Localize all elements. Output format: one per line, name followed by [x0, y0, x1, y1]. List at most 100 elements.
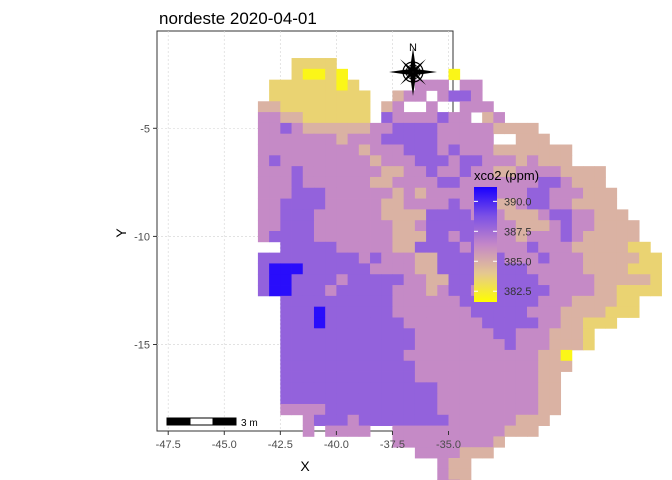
heatmap-cell [347, 285, 360, 297]
heatmap-cell [269, 155, 281, 167]
heatmap-cell [291, 263, 304, 275]
heatmap-cell [358, 101, 371, 113]
heatmap-cell [549, 349, 562, 362]
heatmap-cell [482, 371, 494, 383]
heatmap-cell [325, 349, 337, 362]
heatmap-cell [470, 360, 483, 372]
heatmap-cell [470, 382, 483, 394]
heatmap-cell [448, 403, 461, 416]
heatmap-cell [605, 241, 618, 254]
heatmap-cell [347, 144, 360, 156]
heatmap-cell [336, 360, 348, 372]
heatmap-cell [370, 198, 382, 210]
heatmap-cell [336, 295, 348, 308]
heatmap-cell [392, 274, 405, 286]
heatmap-cell [571, 328, 584, 340]
heatmap-cell [538, 382, 550, 394]
heatmap-cell [336, 90, 348, 102]
heatmap-cell [302, 155, 315, 167]
heatmap-cell [650, 263, 662, 275]
heatmap-cell [358, 403, 371, 416]
heatmap-cell [448, 241, 461, 254]
heatmap-cell [358, 144, 371, 156]
heatmap-cell [482, 403, 494, 416]
heatmap-cell [515, 328, 528, 340]
heatmap-cell [280, 252, 292, 264]
heatmap-cell [527, 274, 539, 286]
heatmap-cell [571, 231, 584, 243]
heatmap-cell [515, 285, 528, 297]
heatmap-cell [347, 382, 360, 394]
heatmap-cell [470, 339, 483, 351]
heatmap-cell [280, 339, 292, 351]
heatmap-cell [269, 220, 281, 232]
heatmap-cell [257, 220, 270, 232]
heatmap-cell [426, 295, 438, 308]
x-tick-label: -40.0 [324, 439, 349, 451]
y-axis-title: Y [113, 228, 129, 238]
heatmap-cell [269, 176, 281, 189]
heatmap-cell [302, 187, 315, 199]
heatmap-cell [426, 241, 438, 254]
heatmap-cell [437, 187, 449, 199]
heatmap-cell [538, 285, 550, 297]
heatmap-cell [437, 414, 449, 426]
heatmap-cell [403, 317, 416, 329]
heatmap-cell [370, 187, 382, 199]
heatmap-cell [426, 112, 438, 124]
heatmap-cell [325, 220, 337, 232]
heatmap-cell [370, 382, 382, 394]
heatmap-cell [313, 68, 326, 81]
heatmap-cell [381, 306, 393, 318]
heatmap-cell [280, 144, 292, 156]
heatmap-cell [459, 436, 472, 448]
legend-tick-label: 390.0 [504, 196, 532, 208]
heatmap-cell [594, 220, 606, 232]
heatmap-cell [493, 209, 505, 221]
heatmap-cell [325, 231, 337, 243]
heatmap-cell [370, 133, 382, 145]
heatmap-cell [414, 79, 427, 91]
heatmap-cell [426, 166, 438, 178]
heatmap-cell [560, 187, 573, 199]
heatmap-cell [381, 371, 393, 383]
heatmap-cell [583, 339, 595, 351]
heatmap-cell [549, 306, 562, 318]
heatmap-cell [269, 90, 281, 102]
heatmap-cell [358, 274, 371, 286]
heatmap-cell [459, 382, 472, 394]
heatmap-cell [291, 176, 304, 189]
heatmap-cell [313, 285, 326, 297]
heatmap-cell [482, 166, 494, 178]
heatmap-cell [414, 220, 427, 232]
heatmap-cell [426, 285, 438, 297]
heatmap-cell [403, 231, 416, 243]
heatmap-cell [470, 144, 483, 156]
heatmap-cell [426, 436, 438, 448]
heatmap-cell [302, 403, 315, 416]
heatmap-cell [527, 382, 539, 394]
heatmap-cell [313, 176, 326, 189]
heatmap-cell [493, 176, 505, 189]
heatmap-cell [325, 58, 337, 70]
heatmap-cell [437, 328, 449, 340]
heatmap-cell [291, 371, 304, 383]
heatmap-cell [381, 328, 393, 340]
heatmap-cell [358, 360, 371, 372]
heatmap-cell [616, 220, 629, 232]
heatmap-cell [381, 187, 393, 199]
heatmap-cell [437, 220, 449, 232]
heatmap-cell [437, 339, 449, 351]
heatmap-cell [291, 241, 304, 254]
heatmap-cell [370, 371, 382, 383]
heatmap-cell [291, 90, 304, 102]
heatmap-cell [381, 209, 393, 221]
heatmap-cell [549, 382, 562, 394]
heatmap-cell [493, 198, 505, 210]
heatmap-cell [627, 263, 640, 275]
heatmap-cell [627, 306, 640, 318]
heatmap-cell [482, 317, 494, 329]
heatmap-cell [347, 263, 360, 275]
heatmap-cell [358, 198, 371, 210]
heatmap-cell [594, 306, 606, 318]
